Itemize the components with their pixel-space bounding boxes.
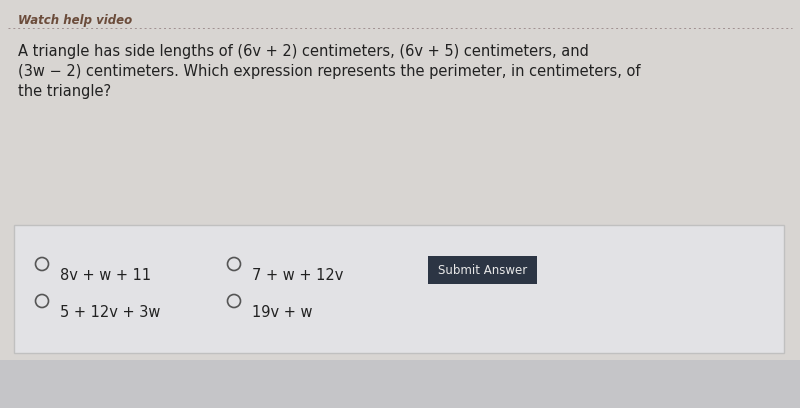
Text: (3w − 2) centimeters. Which expression represents the perimeter, in centimeters,: (3w − 2) centimeters. Which expression r…	[18, 64, 641, 79]
Text: Submit Answer: Submit Answer	[438, 264, 527, 277]
FancyBboxPatch shape	[14, 225, 784, 353]
Text: 19v + w: 19v + w	[252, 305, 313, 320]
Text: Watch help video: Watch help video	[18, 14, 132, 27]
FancyBboxPatch shape	[0, 360, 800, 408]
Text: A triangle has side lengths of (6v + 2) centimeters, (6v + 5) centimeters, and: A triangle has side lengths of (6v + 2) …	[18, 44, 589, 59]
Text: 8v + w + 11: 8v + w + 11	[60, 268, 151, 283]
FancyBboxPatch shape	[428, 256, 537, 284]
Text: 7 + w + 12v: 7 + w + 12v	[252, 268, 343, 283]
Text: 5 + 12v + 3w: 5 + 12v + 3w	[60, 305, 160, 320]
Text: the triangle?: the triangle?	[18, 84, 111, 99]
FancyBboxPatch shape	[0, 0, 800, 220]
